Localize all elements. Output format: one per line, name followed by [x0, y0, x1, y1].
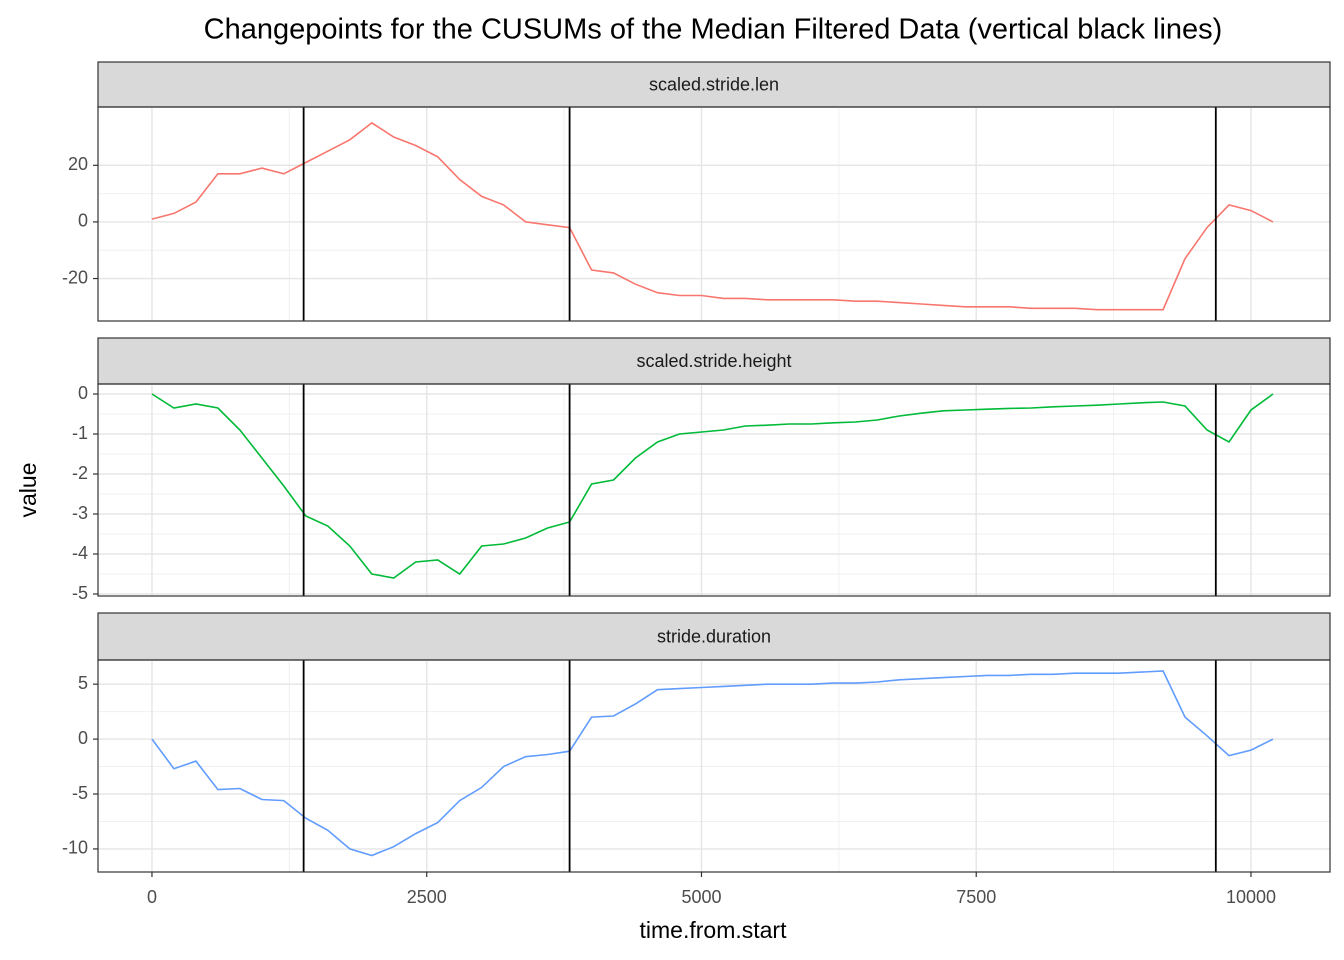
y-tick-label: 0 [78, 728, 88, 748]
y-tick-label: -20 [62, 267, 88, 287]
data-line [151, 121, 1274, 311]
x-tick-label: 2500 [407, 887, 447, 907]
y-tick-label: -3 [72, 503, 88, 523]
y-tick-label: 20 [68, 154, 88, 174]
data-line [151, 670, 1274, 857]
x-tick-label: 0 [147, 887, 157, 907]
panel-border [97, 659, 1331, 873]
y-axis-title: value [15, 463, 41, 518]
strip-background [97, 337, 1331, 385]
data-line [151, 393, 1274, 579]
chart-title: Changepoints for the CUSUMs of the Media… [204, 14, 1223, 46]
panel-border [97, 106, 1331, 322]
y-tick-label: 0 [78, 383, 88, 403]
y-tick-label: -10 [62, 838, 88, 858]
x-axis-title: time.from.start [640, 917, 788, 943]
strip-background [97, 61, 1331, 108]
y-tick-label: -1 [72, 423, 88, 443]
y-tick-label: -2 [72, 463, 88, 483]
x-tick-label: 10000 [1226, 887, 1276, 907]
panel-border [97, 383, 1331, 597]
strip-label: stride.duration [657, 626, 771, 646]
y-tick-label: -4 [72, 543, 88, 563]
strip-label: scaled.stride.len [649, 74, 779, 94]
y-tick-label: 5 [78, 673, 88, 693]
y-tick-label: -5 [72, 783, 88, 803]
y-tick-label: -5 [72, 583, 88, 603]
y-tick-label: 0 [78, 211, 88, 231]
strip-label: scaled.stride.height [636, 351, 791, 371]
strip-background [97, 612, 1331, 661]
x-tick-label: 5000 [681, 887, 721, 907]
x-tick-label: 7500 [956, 887, 996, 907]
